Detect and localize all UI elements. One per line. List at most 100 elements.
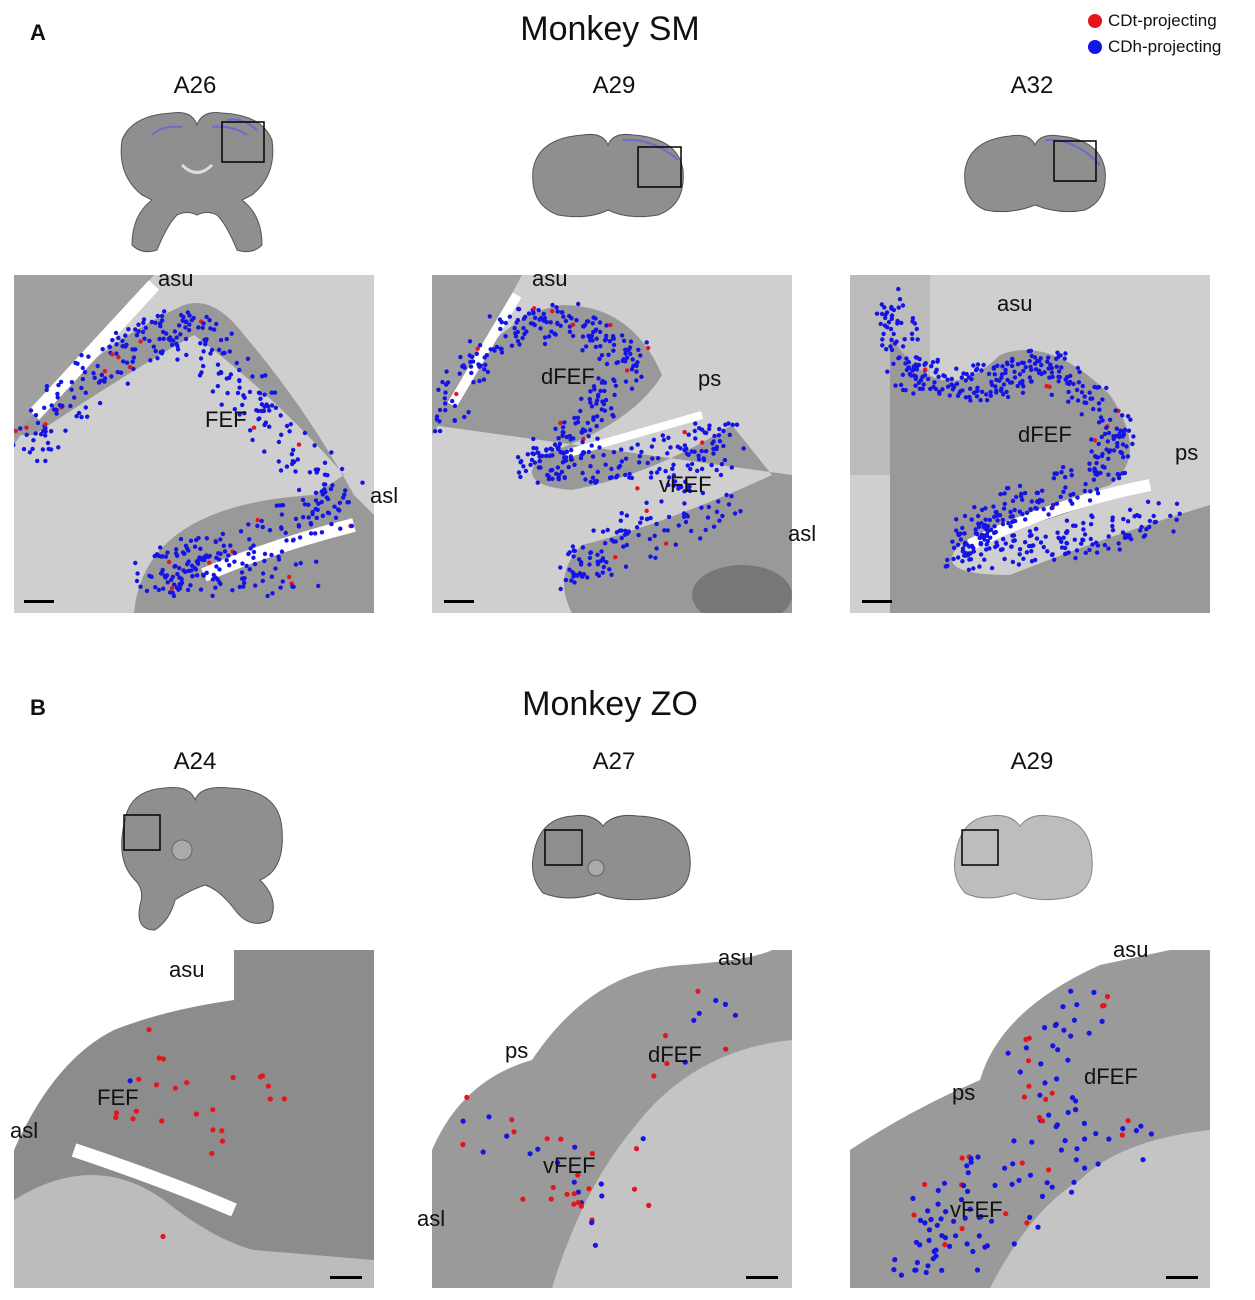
neuron-dot: [286, 574, 292, 580]
neuron-dot: [1096, 401, 1102, 406]
neuron-dot: [31, 438, 36, 443]
neuron-dot: [1034, 536, 1040, 541]
neuron-dot: [1094, 550, 1100, 555]
neuron-dot: [263, 373, 268, 378]
neuron-dot: [1099, 1018, 1105, 1024]
neuron-dot: [247, 567, 252, 572]
neuron-dot: [880, 343, 885, 348]
neuron-dot: [968, 398, 973, 403]
neuron-dot: [925, 1263, 931, 1269]
neuron-dot: [975, 532, 980, 537]
neuron-dot: [79, 353, 84, 358]
neuron-dot: [895, 321, 900, 326]
neuron-dot: [291, 537, 296, 542]
neuron-dot: [225, 390, 230, 396]
neuron-dot: [648, 554, 653, 559]
neuron-dot: [1011, 1138, 1017, 1144]
neuron-dot: [280, 503, 286, 508]
neuron-dot: [170, 590, 175, 595]
neuron-dot: [1113, 408, 1118, 413]
neuron-dot: [183, 325, 188, 330]
neuron-dot: [1012, 369, 1017, 374]
neuron-dot: [962, 531, 967, 536]
neuron-dot: [528, 321, 534, 326]
neuron-dot: [265, 593, 270, 599]
neuron-dot: [1003, 1211, 1009, 1217]
neuron-dot: [1026, 1083, 1032, 1089]
neuron-dot: [734, 422, 740, 427]
neuron-dot: [965, 1188, 971, 1194]
neuron-dot: [124, 360, 130, 365]
neuron-dot: [516, 307, 522, 312]
section-label-a3: A32: [1010, 72, 1054, 99]
neuron-dot: [302, 502, 308, 507]
neuron-dot: [988, 389, 993, 395]
neuron-dot: [685, 486, 690, 491]
neuron-dot: [99, 372, 105, 378]
neuron-dot: [1009, 1181, 1015, 1187]
neuron-dot: [165, 580, 170, 585]
neuron-dot: [279, 549, 285, 554]
neuron-dot: [232, 407, 237, 412]
neuron-dot: [237, 378, 242, 384]
neuron-dot: [590, 454, 596, 459]
neuron-dot: [1090, 514, 1095, 520]
neuron-dot: [1069, 468, 1074, 473]
neuron-dot: [596, 392, 601, 398]
neuron-dot: [613, 539, 618, 544]
neuron-dot: [995, 518, 1000, 523]
neuron-dot: [242, 580, 247, 585]
neuron-dot: [955, 542, 961, 547]
neuron-dot: [913, 355, 919, 360]
neuron-dot: [985, 398, 990, 403]
neuron-dot: [1063, 485, 1068, 490]
neuron-dot: [133, 560, 138, 566]
neuron-dot: [976, 524, 982, 529]
neuron-dot: [963, 395, 969, 400]
neuron-dot: [880, 337, 885, 342]
neuron-dot: [994, 509, 999, 515]
neuron-dot: [1024, 1220, 1030, 1226]
neuron-dot: [339, 466, 345, 472]
neuron-dot: [604, 323, 609, 328]
neuron-dot: [184, 319, 189, 324]
neuron-dot: [159, 313, 165, 319]
neuron-dot: [69, 387, 74, 392]
region-label-vfef-b3: vFEF: [950, 1197, 1003, 1222]
neuron-dot: [615, 360, 621, 365]
neuron-dot: [1177, 511, 1182, 516]
neuron-dot: [1061, 489, 1066, 494]
neuron-dot: [1080, 537, 1085, 542]
neuron-dot: [558, 586, 563, 592]
neuron-dot: [1063, 530, 1069, 535]
micrograph-a1: [14, 275, 374, 613]
brain-thumbnail-a2: [532, 134, 684, 218]
neuron-dot: [639, 449, 644, 455]
neuron-dot: [978, 540, 983, 546]
neuron-dot: [1075, 365, 1081, 371]
neuron-dot: [623, 472, 628, 478]
neuron-dot: [248, 546, 253, 551]
neuron-dot: [958, 1197, 965, 1203]
neuron-dot: [240, 561, 245, 566]
neuron-dot: [201, 363, 206, 369]
neuron-dot: [926, 1237, 932, 1243]
neuron-dot: [1001, 536, 1006, 542]
neuron-dot: [947, 393, 952, 398]
neuron-dot: [146, 1027, 152, 1033]
neuron-dot: [532, 460, 537, 465]
neuron-dot: [156, 587, 162, 593]
neuron-dot: [188, 583, 193, 588]
neuron-dot: [1016, 1177, 1022, 1183]
neuron-dot: [580, 545, 586, 550]
neuron-dot: [503, 334, 508, 339]
neuron-dot: [40, 447, 46, 452]
neuron-dot: [536, 308, 541, 313]
neuron-dot: [262, 551, 268, 557]
neuron-dot: [1017, 372, 1023, 377]
neuron-dot: [623, 351, 628, 356]
neuron-dot: [611, 342, 617, 348]
neuron-dot: [1089, 449, 1094, 454]
neuron-dot: [92, 375, 97, 380]
neuron-dot: [1102, 542, 1108, 548]
